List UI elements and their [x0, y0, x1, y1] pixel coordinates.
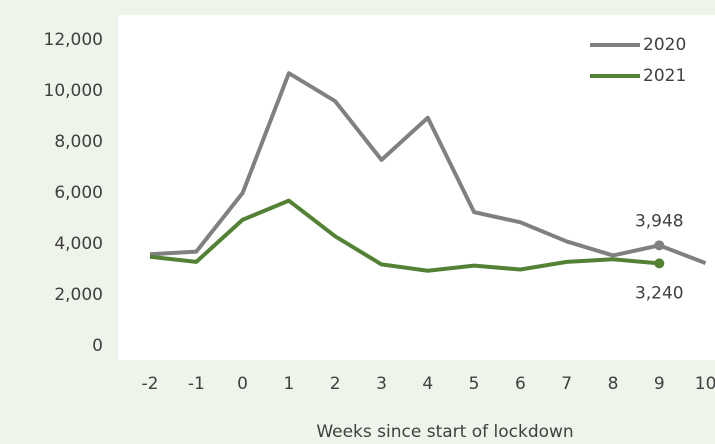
data-point [654, 258, 665, 269]
x-tick-label: 4 [422, 374, 433, 394]
x-tick-label: 7 [561, 374, 572, 394]
data-point [654, 240, 665, 251]
x-tick-label: 8 [608, 374, 619, 394]
data-label: 3,948 [635, 211, 684, 231]
line-series [149, 198, 660, 273]
y-tick-label: 6,000 [54, 183, 103, 203]
y-tick-label: 0 [92, 336, 103, 356]
x-tick-label: 1 [283, 374, 294, 394]
x-tick-label: 0 [237, 374, 248, 394]
y-tick-label: 4,000 [54, 234, 103, 254]
legend-label: 2020 [643, 35, 686, 55]
legend-label: 2021 [643, 66, 686, 86]
y-tick-label: 10,000 [44, 81, 103, 101]
y-tick-label: 2,000 [54, 285, 103, 305]
x-tick-label: 3 [376, 374, 387, 394]
x-tick-label: -2 [142, 374, 159, 394]
x-tick-label: 9 [654, 374, 665, 394]
x-tick-label: 5 [469, 374, 480, 394]
y-tick-label: 12,000 [44, 30, 103, 50]
data-label: 3,240 [635, 283, 684, 303]
plot-area [118, 15, 715, 360]
x-tick-label: 2 [330, 374, 341, 394]
y-tick-label: 8,000 [54, 132, 103, 152]
x-tick-label: 10 [695, 374, 715, 394]
x-tick-label: 6 [515, 374, 526, 394]
x-tick-label: -1 [188, 374, 205, 394]
x-axis-label: Weeks since start of lockdown [316, 422, 573, 442]
line-series [149, 71, 707, 265]
